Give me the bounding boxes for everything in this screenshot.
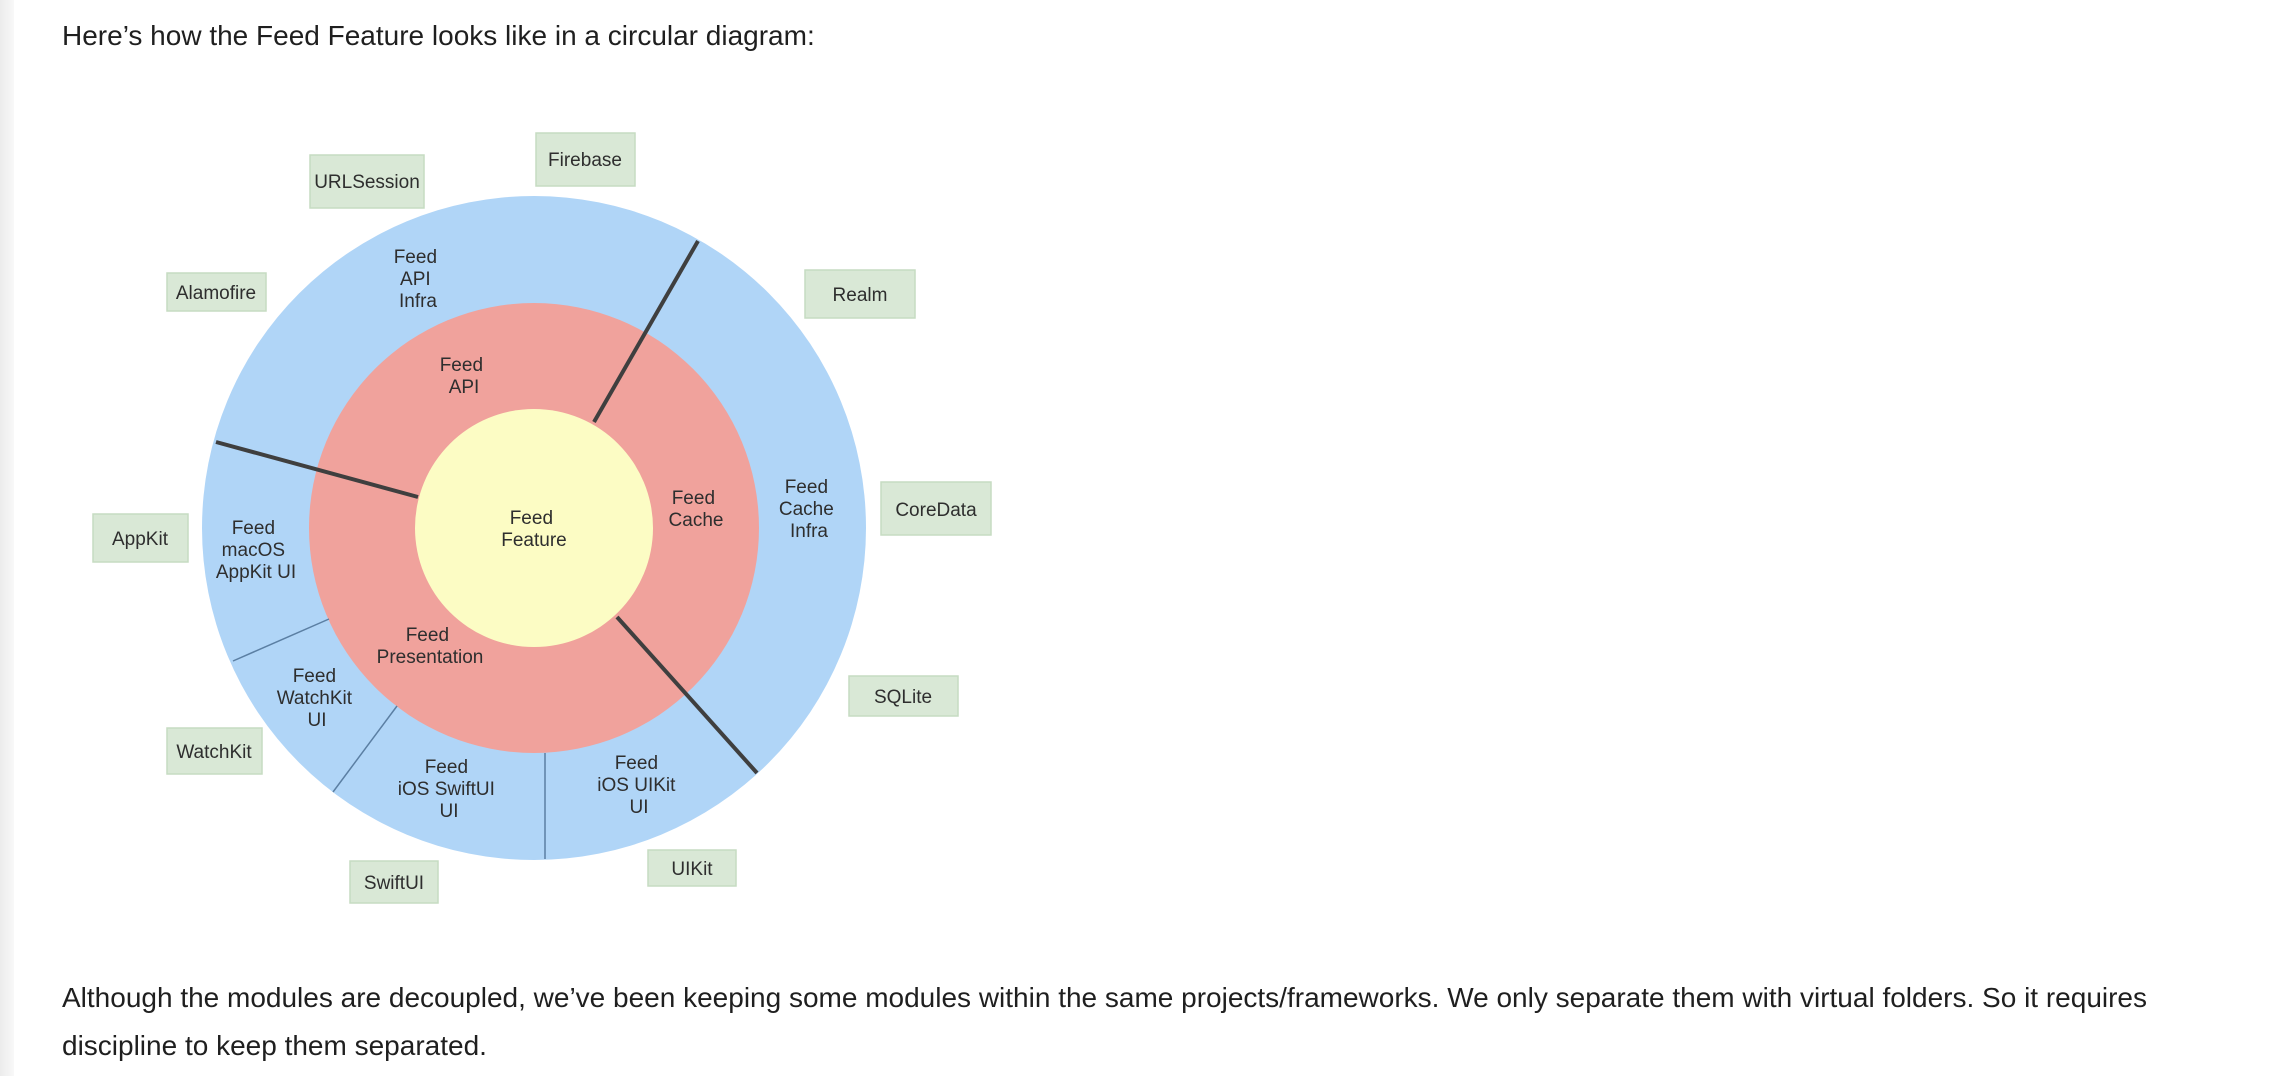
core-label-line: Feature [501, 530, 566, 551]
feed-macos-appkit-ui-label-line: AppKit UI [216, 562, 296, 583]
feed-cache-infra-label-line: Infra [790, 521, 828, 542]
feed-watchkit-ui-label: Feed WatchKit UI [277, 666, 358, 731]
core-label: Feed Feature [501, 508, 566, 551]
feed-watchkit-ui-label-line: WatchKit [277, 688, 353, 709]
feed-cache-label-line: Feed [672, 488, 715, 509]
feed-api-infra-label-line: API [400, 269, 431, 290]
tag-uikit: UIKit [647, 849, 737, 887]
tag-coredata: CoreData [880, 481, 992, 536]
divider-watchkit-swiftui [332, 705, 398, 793]
tag-appkit: AppKit [92, 513, 189, 563]
tag-alamofire-label: Alamofire [176, 283, 256, 304]
feed-macos-appkit-ui-label: Feed macOS AppKit UI [216, 518, 296, 583]
feed-presentation-label: Feed Presentation [377, 625, 484, 668]
feed-watchkit-ui-label-line: UI [308, 710, 327, 731]
divider-api-cache [592, 240, 700, 423]
left-gutter [0, 0, 14, 1076]
feed-cache-infra-label: Feed Cache Infra [779, 477, 839, 542]
divider-cache-presentation [615, 615, 759, 775]
tag-swiftui-label: SwiftUI [364, 873, 424, 894]
tag-swiftui: SwiftUI [349, 860, 439, 904]
tag-realm-label: Realm [833, 285, 888, 306]
tag-appkit-label: AppKit [112, 529, 169, 550]
divider-macos-watchkit [232, 618, 330, 662]
feed-api-label: Feed API [440, 355, 489, 398]
tag-firebase: Firebase [535, 132, 636, 187]
feed-watchkit-ui-label-line: Feed [293, 666, 336, 687]
feed-presentation-label-line: Presentation [377, 647, 484, 668]
feed-cache-label-line: Cache [669, 510, 724, 531]
tag-realm: Realm [804, 269, 916, 319]
feed-ios-uikit-ui-label: Feed iOS UIKit UI [597, 753, 680, 818]
feed-ios-swiftui-ui-label-line: iOS SwiftUI [398, 779, 495, 800]
tag-urlsession: URLSession [309, 154, 425, 209]
tag-uikit-label: UIKit [671, 859, 713, 880]
feed-presentation-label-line: Feed [406, 625, 449, 646]
divider-api-presentation [215, 440, 419, 499]
feed-api-label-line: Feed [440, 355, 483, 376]
feed-ios-swiftui-ui-label: Feed iOS SwiftUI UI [398, 757, 500, 822]
core-label-line: Feed [510, 508, 553, 529]
feed-ios-swiftui-ui-label-line: UI [440, 801, 459, 822]
feed-cache-label: Feed Cache [669, 488, 724, 531]
tag-sqlite-label: SQLite [874, 687, 932, 708]
feed-cache-infra-label-line: Cache [779, 499, 834, 520]
tag-watchkit-label: WatchKit [176, 742, 252, 763]
feed-api-label-line: API [449, 377, 480, 398]
feed-api-infra-label: Feed API Infra [394, 247, 443, 312]
outro-paragraph: Although the modules are decoupled, we’v… [62, 982, 2148, 1061]
tag-urlsession-label: URLSession [314, 172, 420, 193]
core-circle [415, 409, 653, 647]
feed-api-infra-label-line: Infra [399, 291, 437, 312]
feed-ios-swiftui-ui-label-line: Feed [425, 757, 468, 778]
tag-alamofire: Alamofire [166, 272, 267, 312]
feed-ios-uikit-ui-label-line: Feed [615, 753, 658, 774]
tag-watchkit: WatchKit [166, 727, 263, 775]
tag-firebase-label: Firebase [548, 150, 622, 171]
feed-ios-uikit-ui-label-line: UI [630, 797, 649, 818]
feed-cache-infra-label-line: Feed [785, 477, 828, 498]
intro-paragraph: Here’s how the Feed Feature looks like i… [62, 20, 815, 51]
feed-macos-appkit-ui-label-line: macOS [222, 540, 285, 561]
feed-macos-appkit-ui-label-line: Feed [232, 518, 275, 539]
tag-coredata-label: CoreData [895, 500, 977, 521]
feed-api-infra-label-line: Feed [394, 247, 437, 268]
feed-feature-circular-diagram: Feed Feature Feed API Feed Cache Feed Pr… [92, 132, 992, 904]
tag-sqlite: SQLite [848, 675, 959, 717]
feed-ios-uikit-ui-label-line: iOS UIKit [597, 775, 676, 796]
